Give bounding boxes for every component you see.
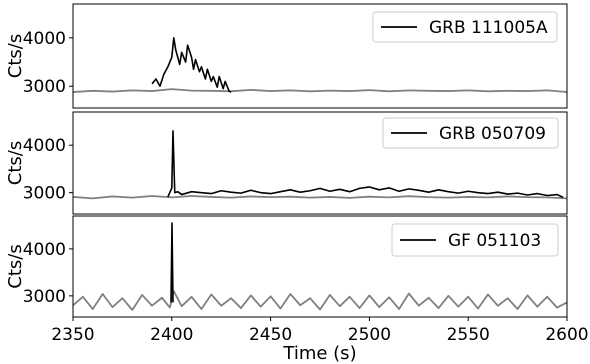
x-tick-label: 2500: [348, 325, 391, 345]
series-line-grb-050709: [167, 130, 564, 199]
axes-frame: [72, 3, 568, 109]
series-line-gf-051103: [170, 222, 174, 303]
legend-label: GRB 111005A: [429, 18, 548, 38]
y-tick-label: 3000: [23, 184, 66, 204]
y-tick-label: 4000: [23, 240, 66, 260]
legend-label: GF 051103: [448, 231, 541, 251]
legend: GF 051103: [391, 223, 559, 257]
legend-box: [382, 117, 559, 149]
y-axis-label: Cts/s: [5, 141, 26, 185]
x-tick-label: 2600: [545, 325, 588, 345]
legend: GRB 050709: [382, 117, 559, 149]
x-tick-label: 2550: [447, 325, 490, 345]
background-series-line: [72, 195, 568, 200]
background-series-line: [72, 290, 568, 311]
y-axis-label: Cts/s: [5, 244, 26, 288]
background-series-line: [72, 88, 568, 93]
series-line-grb-111005a: [151, 37, 232, 93]
legend-box: [372, 11, 558, 43]
y-tick-label: 3000: [23, 77, 66, 97]
y-axis-label: Cts/s: [5, 34, 26, 78]
y-tick-label: 3000: [23, 287, 66, 307]
x-tick-label: 2450: [249, 325, 292, 345]
y-tick-label: 4000: [23, 29, 66, 49]
x-axis-label: Time (s): [282, 343, 356, 364]
legend: GRB 111005A: [372, 11, 558, 43]
legend-label: GRB 050709: [439, 124, 546, 144]
axes-frame: [72, 215, 568, 318]
axes-frame: [72, 111, 568, 215]
x-tick-label: 2400: [150, 325, 193, 345]
x-tick-label: 2350: [51, 325, 94, 345]
y-tick-label: 4000: [23, 136, 66, 156]
legend-box: [391, 223, 559, 257]
